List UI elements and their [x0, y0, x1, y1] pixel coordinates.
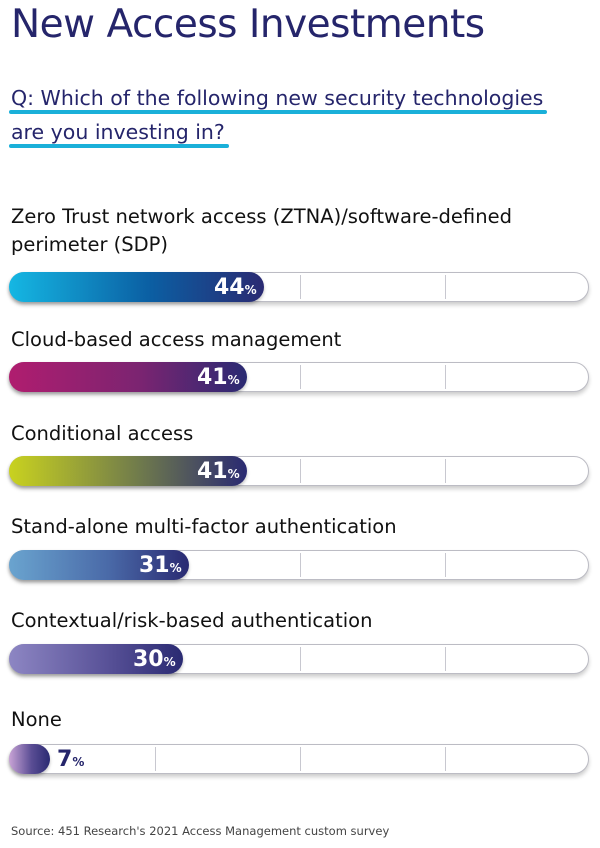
bar-track: 7% [9, 744, 589, 774]
bar-label-line: Contextual/risk-based authentication [11, 609, 373, 632]
bar [9, 362, 247, 392]
bar-label: None [11, 706, 581, 734]
bar-track: 30% [9, 644, 589, 674]
bar-label: Cloud-based access management [11, 326, 581, 354]
value-number: 44 [214, 275, 245, 300]
value-percent-sign: % [244, 283, 257, 297]
value-percent-sign: % [227, 373, 240, 387]
bar [9, 272, 264, 302]
gridline [155, 747, 156, 771]
bar-track: 31% [9, 550, 589, 580]
bar [9, 644, 183, 674]
gridline [300, 275, 301, 299]
bar-label-line: Zero Trust network access (ZTNA)/softwar… [11, 205, 512, 228]
question-line-1: Q: Which of the following new security t… [8, 86, 548, 114]
gridline [445, 365, 446, 389]
bar-track: 44% [9, 272, 589, 302]
value-number: 7 [57, 747, 73, 772]
value-number: 41 [197, 459, 228, 484]
value-number: 30 [133, 647, 164, 672]
bar-label: Contextual/risk-based authentication [11, 607, 581, 635]
bar-label-line: Stand-alone multi-factor authentication [11, 515, 397, 538]
bar-track: 41% [9, 456, 589, 486]
bar-label: Zero Trust network access (ZTNA)/softwar… [11, 203, 581, 259]
value-percent-sign: % [72, 755, 85, 769]
survey-question: Q: Which of the following new security t… [8, 86, 548, 148]
bar-label-line: None [11, 708, 62, 731]
gridline [445, 553, 446, 577]
value-number: 31 [139, 553, 170, 578]
bar-label-line: Conditional access [11, 422, 194, 445]
gridline [300, 365, 301, 389]
value-percent-sign: % [227, 467, 240, 481]
bar [9, 550, 189, 580]
value-label: 7% [57, 745, 84, 773]
value-label: 30% [133, 645, 176, 673]
value-label: 41% [197, 363, 240, 391]
gridline [445, 747, 446, 771]
bar-label: Stand-alone multi-factor authentication [11, 513, 581, 541]
value-label: 31% [139, 551, 182, 579]
source-note: Source: 451 Research's 2021 Access Manag… [11, 824, 390, 838]
gridline [300, 647, 301, 671]
gridline [445, 275, 446, 299]
value-number: 41 [197, 365, 228, 390]
value-label: 41% [197, 457, 240, 485]
gridline [445, 647, 446, 671]
question-line-2: are you investing in? [9, 120, 229, 148]
bar-label-line: perimeter (SDP) [11, 233, 169, 256]
gridline [445, 459, 446, 483]
bar [9, 744, 50, 774]
bar-label-line: Cloud-based access management [11, 328, 342, 351]
gridline [300, 553, 301, 577]
page-title: New Access Investments [11, 2, 485, 47]
bar [9, 456, 247, 486]
gridline [300, 747, 301, 771]
bar-track: 41% [9, 362, 589, 392]
value-percent-sign: % [163, 655, 176, 669]
gridline [300, 459, 301, 483]
bar-label: Conditional access [11, 420, 581, 448]
value-percent-sign: % [169, 561, 182, 575]
value-label: 44% [214, 273, 257, 301]
